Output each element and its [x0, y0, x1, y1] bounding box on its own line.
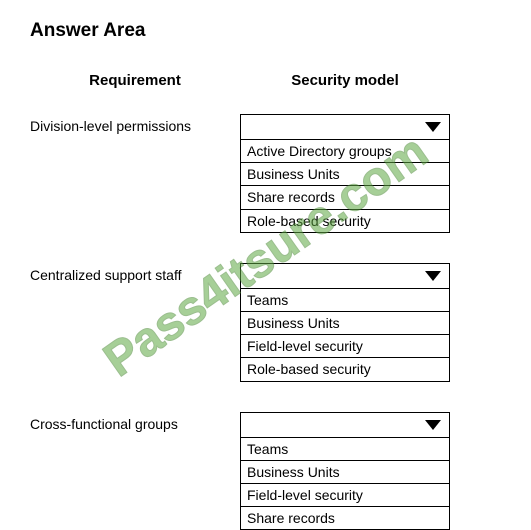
- dropdown-option[interactable]: Teams: [241, 438, 449, 461]
- dropdown-options-list: Teams Business Units Field-level securit…: [240, 289, 450, 382]
- dropdown-option[interactable]: Role-based security: [241, 210, 449, 232]
- requirement-label: Cross-functional groups: [30, 412, 240, 432]
- security-model-column: Active Directory groups Business Units S…: [240, 114, 450, 233]
- dropdown-option[interactable]: Share records: [241, 186, 449, 209]
- dropdown-selector[interactable]: [240, 263, 450, 289]
- dropdown-options-list: Teams Business Units Field-level securit…: [240, 438, 450, 530]
- security-model-column: Teams Business Units Field-level securit…: [240, 263, 450, 382]
- header-requirement: Requirement: [30, 72, 240, 89]
- row-centralized-support: Centralized support staff Teams Business…: [30, 263, 501, 382]
- chevron-down-icon: [425, 122, 441, 132]
- dropdown-option[interactable]: Business Units: [241, 163, 449, 186]
- dropdown-selector[interactable]: [240, 412, 450, 438]
- dropdown-option[interactable]: Teams: [241, 289, 449, 312]
- row-division-level: Division-level permissions Active Direct…: [30, 114, 501, 233]
- dropdown-selector[interactable]: [240, 114, 450, 140]
- dropdown-option[interactable]: Active Directory groups: [241, 140, 449, 163]
- dropdown-option[interactable]: Role-based security: [241, 358, 449, 380]
- chevron-down-icon: [425, 420, 441, 430]
- page-title: Answer Area: [30, 20, 501, 42]
- requirement-label: Division-level permissions: [30, 114, 240, 134]
- dropdown-options-list: Active Directory groups Business Units S…: [240, 140, 450, 233]
- header-security-model: Security model: [240, 72, 450, 89]
- dropdown-option[interactable]: Business Units: [241, 461, 449, 484]
- column-headers: Requirement Security model: [30, 72, 501, 89]
- dropdown-option[interactable]: Business Units: [241, 312, 449, 335]
- dropdown-option[interactable]: Share records: [241, 507, 449, 529]
- security-model-column: Teams Business Units Field-level securit…: [240, 412, 450, 530]
- chevron-down-icon: [425, 271, 441, 281]
- dropdown-option[interactable]: Field-level security: [241, 484, 449, 507]
- requirement-label: Centralized support staff: [30, 263, 240, 283]
- dropdown-option[interactable]: Field-level security: [241, 335, 449, 358]
- row-cross-functional: Cross-functional groups Teams Business U…: [30, 412, 501, 530]
